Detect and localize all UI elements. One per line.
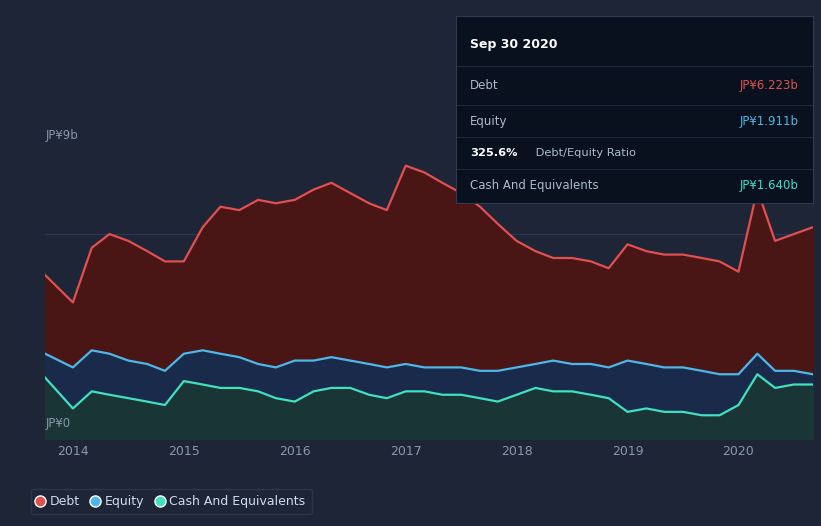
Text: JP¥1.911b: JP¥1.911b	[740, 115, 799, 128]
Text: JP¥6.223b: JP¥6.223b	[740, 79, 799, 92]
Text: JP¥1.640b: JP¥1.640b	[740, 179, 799, 192]
Text: Debt/Equity Ratio: Debt/Equity Ratio	[533, 148, 636, 158]
Text: Cash And Equivalents: Cash And Equivalents	[470, 179, 599, 192]
Text: Equity: Equity	[470, 115, 507, 128]
Text: JP¥9b: JP¥9b	[45, 129, 78, 142]
Text: Sep 30 2020: Sep 30 2020	[470, 38, 557, 51]
Legend: Debt, Equity, Cash And Equivalents: Debt, Equity, Cash And Equivalents	[31, 489, 312, 514]
Text: JP¥0: JP¥0	[45, 417, 71, 430]
Text: Debt: Debt	[470, 79, 498, 92]
Text: 325.6%: 325.6%	[470, 148, 517, 158]
